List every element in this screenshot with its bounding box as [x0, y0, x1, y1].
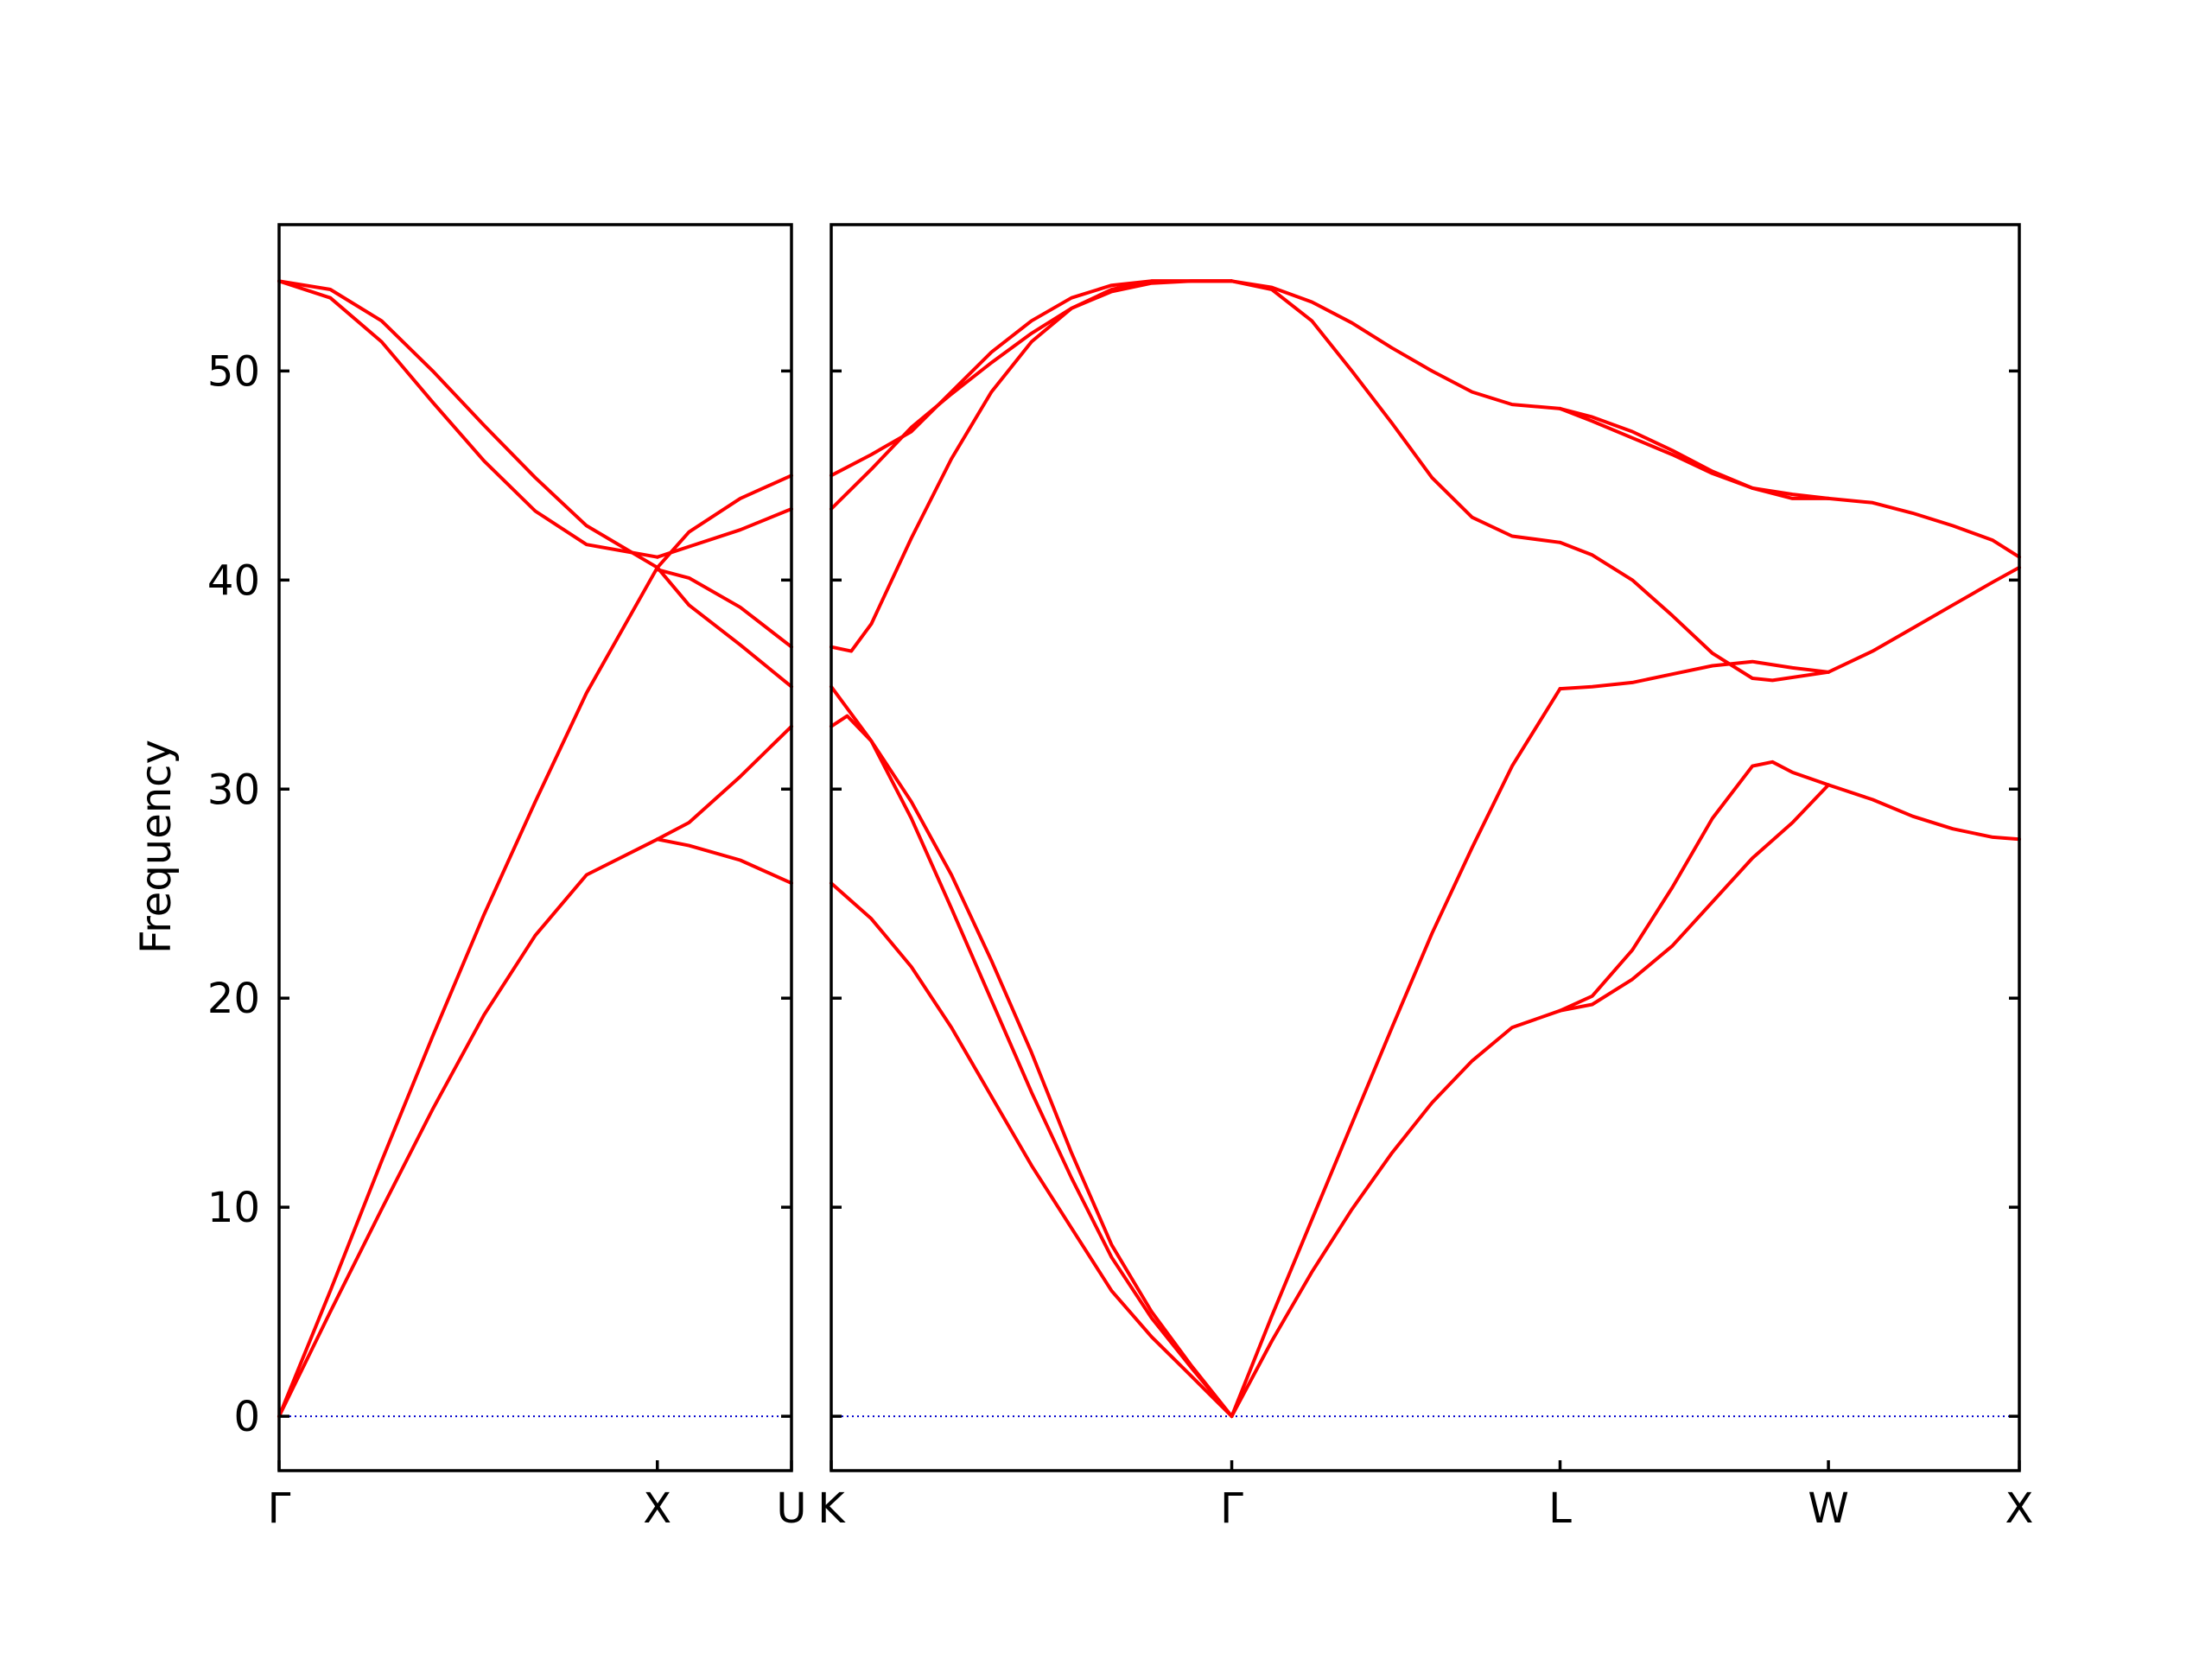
- x-tick-label: X: [2005, 1484, 2034, 1533]
- phonon-band-8: [1230, 1008, 1562, 1419]
- band-panel-left: 0 10 20 30 40 50 Γ X U: [207, 223, 807, 1533]
- phonon-band-2: [830, 714, 1234, 1419]
- phonon-band-8: [655, 568, 793, 649]
- x-tick-label: Γ: [268, 1484, 291, 1533]
- y-tick-label: 30: [207, 766, 260, 814]
- x-tick-label: X: [643, 1484, 671, 1533]
- phonon-band-5: [830, 279, 1234, 511]
- phonon-band-1: [277, 565, 659, 1419]
- phonon-band-18: [1827, 565, 2021, 674]
- phonon-band-10: [655, 837, 793, 886]
- phonon-band-7: [655, 474, 793, 569]
- x-tick-label: L: [1548, 1484, 1572, 1533]
- phonon-band-4: [277, 279, 659, 569]
- plot-frame: [277, 223, 793, 1472]
- y-tick-label: 40: [207, 556, 260, 605]
- phonon-band-10: [1230, 279, 1562, 410]
- phonon-band-7: [1230, 687, 1562, 1419]
- phonon-band-9: [1230, 279, 1562, 544]
- x-tick-label: K: [817, 1484, 846, 1533]
- phonon-band-6: [655, 507, 793, 559]
- phonon-band-15: [1558, 760, 1831, 1013]
- phonon-band-12: [1558, 406, 1831, 500]
- y-tick-label: 0: [233, 1393, 260, 1441]
- phonon-band-2: [277, 837, 659, 1419]
- phonon-band-3: [277, 279, 659, 559]
- x-tick-label: W: [1808, 1484, 1848, 1533]
- phonon-band-14: [1558, 659, 1831, 691]
- x-tick-label: U: [776, 1484, 806, 1533]
- phonon-band-9: [655, 724, 793, 842]
- phonon-band-5: [655, 565, 793, 689]
- phonon-band-4: [830, 279, 1234, 653]
- phonon-band-16: [1558, 783, 1831, 1013]
- phonon-band-11: [1558, 406, 1831, 500]
- phonon-band-6: [830, 279, 1234, 478]
- y-tick-label: 20: [207, 975, 260, 1023]
- phonon-band-1: [830, 881, 1234, 1419]
- x-tick-label: Γ: [1220, 1484, 1243, 1533]
- phonon-band-3: [830, 684, 1234, 1419]
- y-axis-label: Frequency: [132, 740, 181, 954]
- phonon-band-17: [1827, 496, 2021, 559]
- phonon-band-13: [1558, 540, 1831, 683]
- y-tick-label: 10: [207, 1184, 260, 1232]
- phonon-band-19: [1827, 783, 2021, 842]
- plot-frame: [830, 223, 2021, 1472]
- y-tick-label: 50: [207, 347, 260, 396]
